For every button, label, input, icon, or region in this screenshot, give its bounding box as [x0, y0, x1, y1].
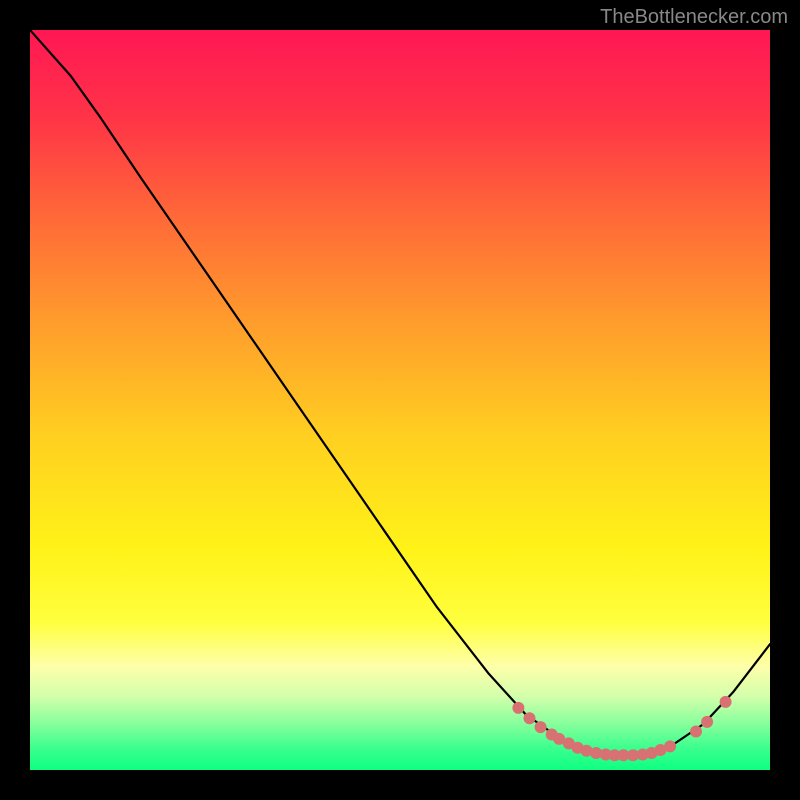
data-marker — [690, 726, 702, 738]
curve-path — [30, 30, 770, 755]
data-marker — [701, 716, 713, 728]
data-marker — [512, 702, 524, 714]
data-marker — [535, 721, 547, 733]
plot-area — [30, 30, 770, 770]
data-marker — [664, 740, 676, 752]
data-marker — [524, 712, 536, 724]
data-markers — [512, 696, 731, 761]
data-marker — [720, 696, 732, 708]
curve-overlay — [30, 30, 770, 770]
attribution-text: TheBottlenecker.com — [600, 6, 788, 29]
